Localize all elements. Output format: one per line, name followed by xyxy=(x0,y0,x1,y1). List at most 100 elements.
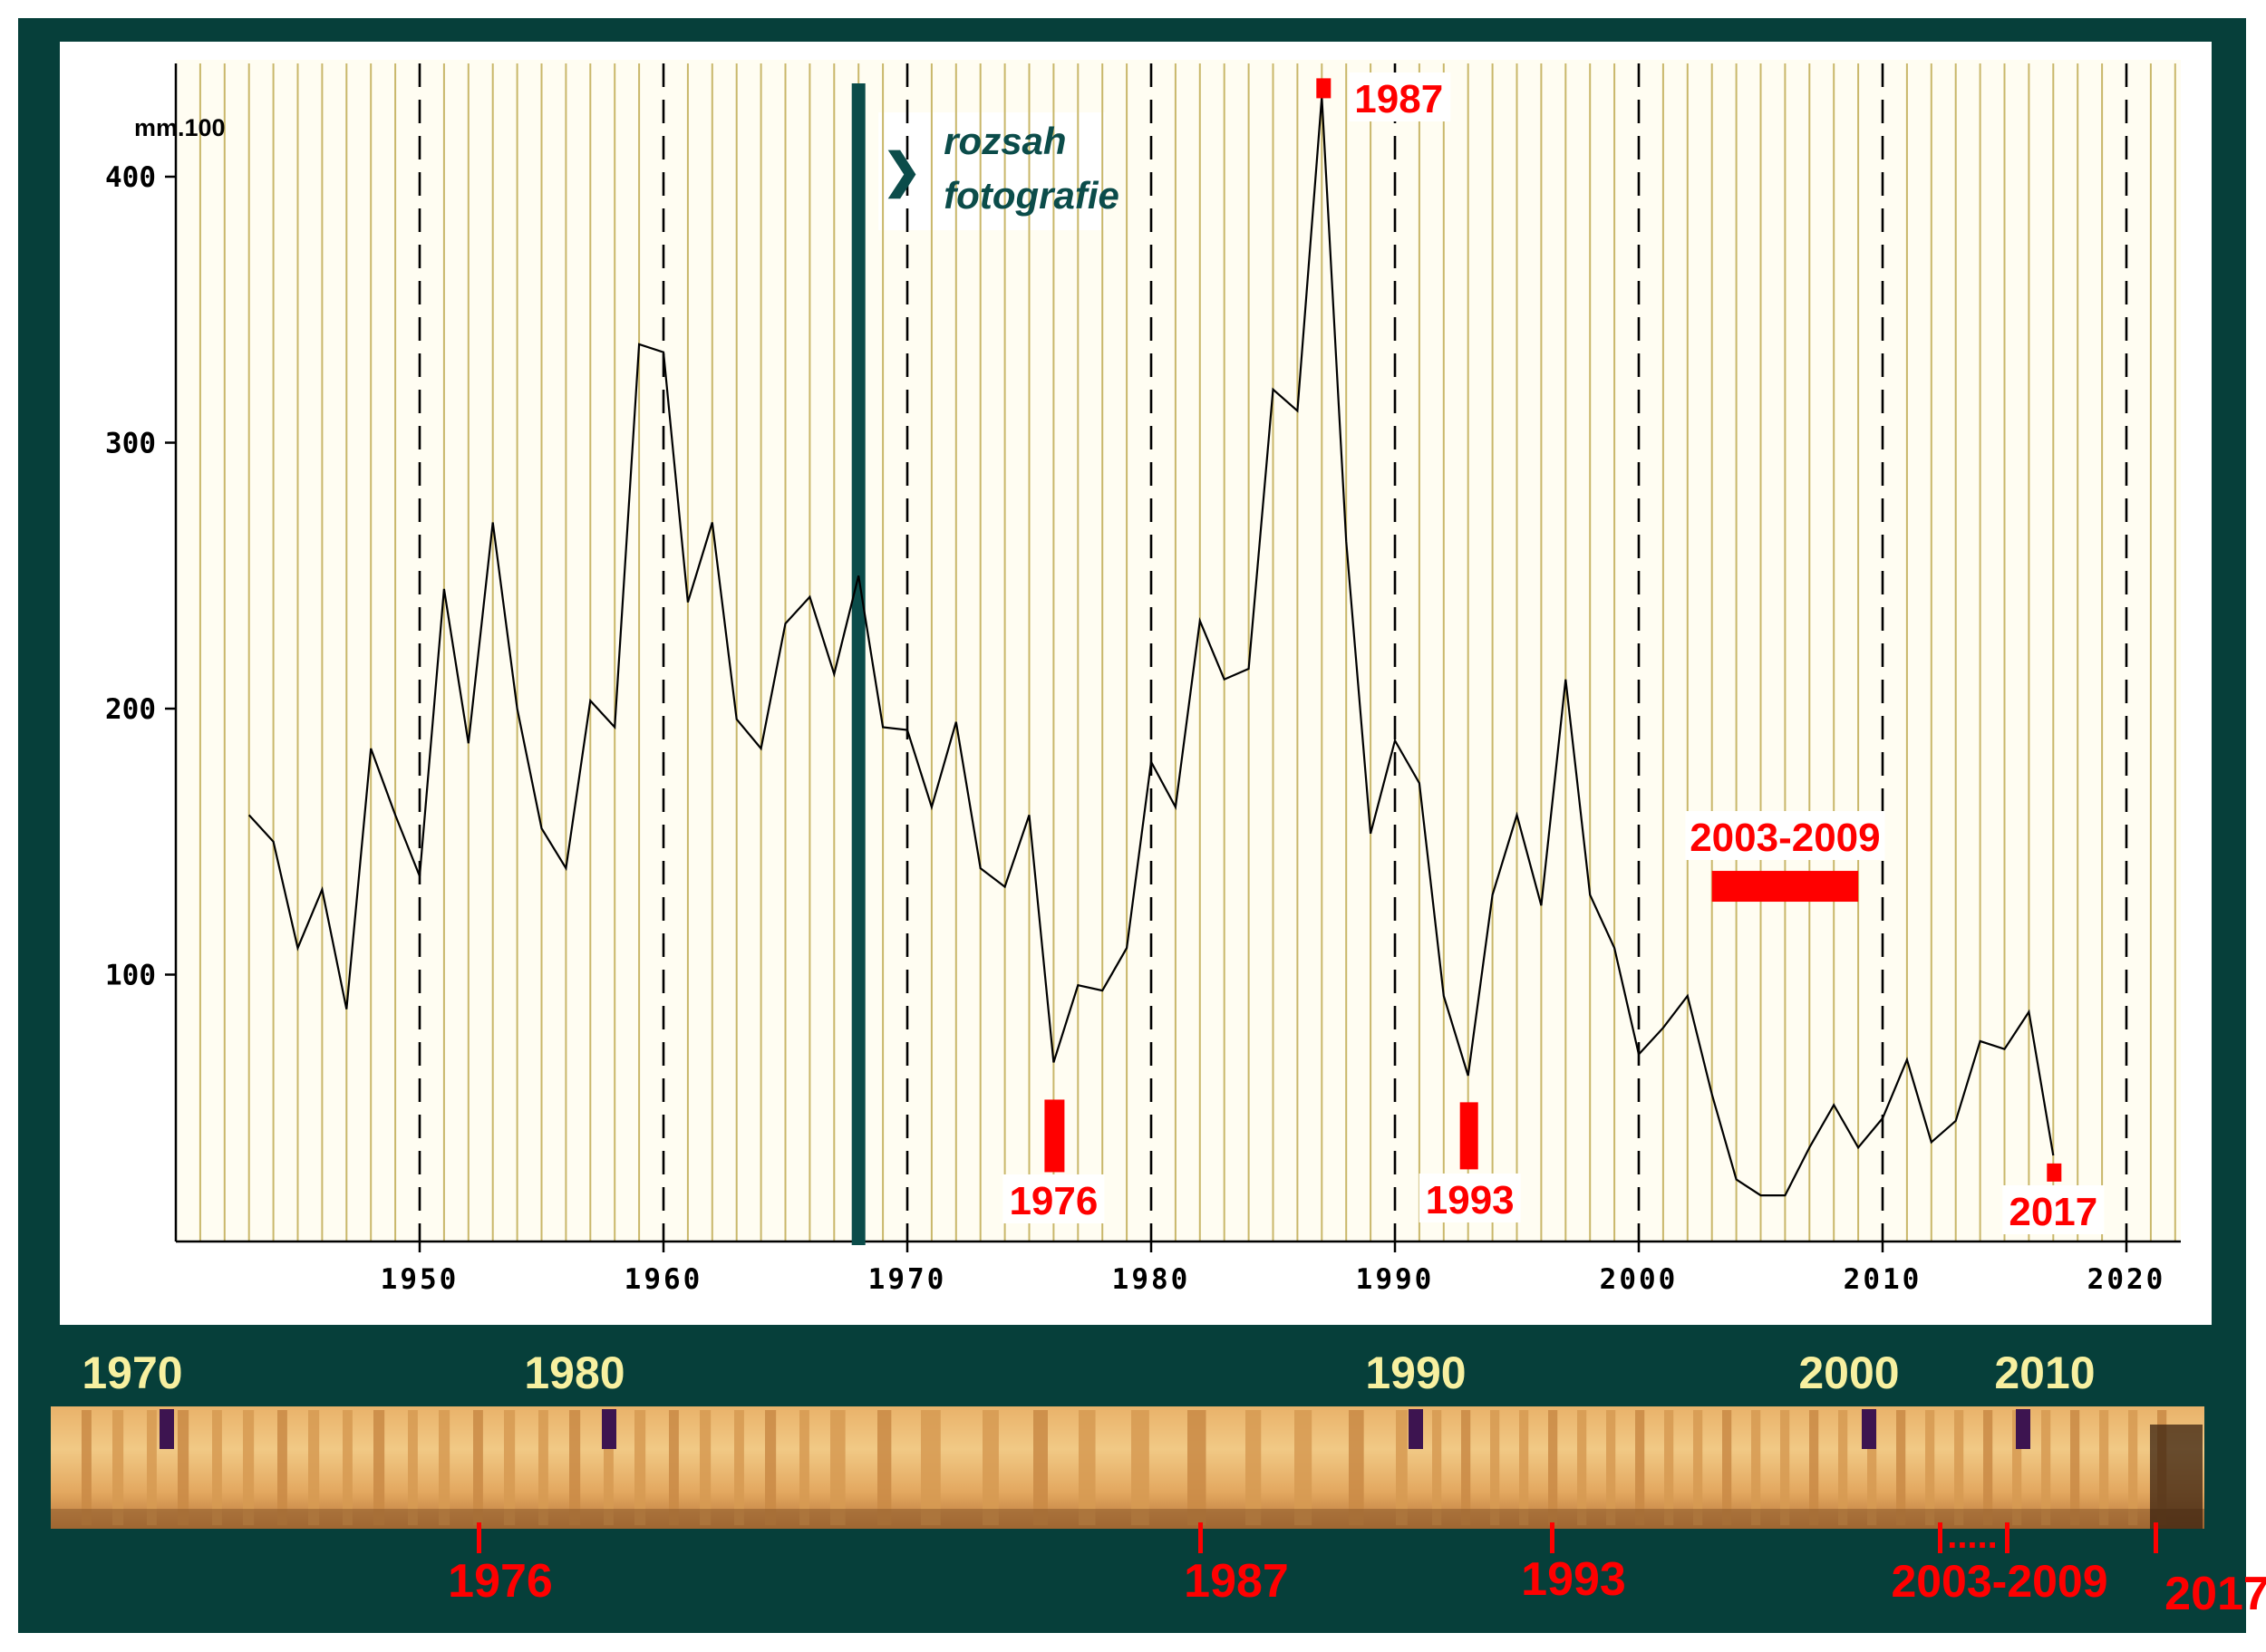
ring-band xyxy=(1490,1410,1500,1525)
marker-bar-1993 xyxy=(1459,1102,1478,1170)
ring-band xyxy=(1294,1410,1312,1525)
strip-label-2017: 2017 xyxy=(2164,1568,2266,1620)
chevron-right-icon: ❯ xyxy=(882,145,922,199)
ring-band xyxy=(473,1410,483,1525)
ring-band xyxy=(1722,1410,1732,1525)
ring-band xyxy=(1635,1410,1645,1525)
x-tick-label: 2000 xyxy=(1600,1263,1679,1296)
marker-label-box xyxy=(1685,811,1885,860)
ring-band xyxy=(734,1410,744,1525)
tree-ring-core-photo xyxy=(51,1406,2204,1529)
range-label-box xyxy=(878,112,1106,230)
ring-band xyxy=(178,1410,189,1525)
y-tick-label: 400 xyxy=(105,161,156,194)
ring-band xyxy=(669,1410,679,1525)
ring-band xyxy=(1780,1410,1790,1525)
strip-decade-tick xyxy=(2016,1409,2030,1449)
strip-event-tick xyxy=(1198,1522,1203,1553)
chart-panel: 100 200 300 400 1950 1960 1970 1980 1990 2000 201… xyxy=(60,42,2212,1325)
x-tick-label: 2010 xyxy=(1844,1263,1922,1296)
ring-band xyxy=(2099,1410,2109,1525)
strip-decade-tick xyxy=(1409,1409,1423,1449)
ring-band xyxy=(604,1410,614,1525)
ring-band xyxy=(2128,1410,2138,1525)
x-tick-label: 1950 xyxy=(381,1263,460,1296)
ring-band xyxy=(212,1410,222,1525)
strip-event-tick xyxy=(2005,1522,2009,1553)
ring-band xyxy=(2041,1410,2051,1525)
marker-label-1976: 1976 xyxy=(1009,1179,1098,1223)
strip-label-1970: 1970 xyxy=(82,1348,182,1398)
ring-band xyxy=(1187,1410,1206,1525)
ring-band xyxy=(408,1410,418,1525)
range-label-line2: fotografie xyxy=(944,174,1119,217)
strip-label-2000: 2000 xyxy=(1798,1348,1899,1398)
marker-label-box xyxy=(1419,1174,1521,1222)
ring-band xyxy=(1983,1410,1993,1525)
ring-band xyxy=(1809,1410,1819,1525)
x-tick-label: 1980 xyxy=(1112,1263,1191,1296)
ring-band xyxy=(921,1410,941,1525)
marker-label-2003-2009: 2003-2009 xyxy=(1690,816,1880,860)
ring-band xyxy=(1245,1410,1262,1525)
strip-label-1987: 1987 xyxy=(1184,1555,1289,1608)
ring-band xyxy=(1396,1410,1408,1525)
ring-band xyxy=(799,1410,809,1525)
marker-label-box xyxy=(1349,72,1451,121)
ring-band xyxy=(1606,1410,1616,1525)
y-axis-label: mm.100 xyxy=(134,114,226,141)
x-tick-label: 2020 xyxy=(2087,1263,2166,1296)
ring-band xyxy=(1838,1410,1848,1525)
ring-band xyxy=(1693,1410,1703,1525)
strip-event-tick xyxy=(1550,1522,1554,1553)
ring-band xyxy=(82,1410,92,1525)
marker-bar-2003-2009 xyxy=(1711,871,1859,903)
ring-band xyxy=(634,1410,646,1525)
ring-band xyxy=(1577,1410,1587,1525)
range-label-line1: rozsah xyxy=(944,120,1066,162)
ring-band xyxy=(112,1410,124,1525)
ring-band xyxy=(439,1410,450,1525)
bark-end xyxy=(2150,1425,2203,1529)
strip-decade-tick xyxy=(602,1409,616,1449)
series-line xyxy=(247,96,2055,1197)
y-tick-label: 300 xyxy=(105,428,156,460)
strip-event-tick xyxy=(477,1522,481,1553)
ring-band xyxy=(147,1410,157,1525)
ring-band xyxy=(765,1410,777,1525)
marker-label-box xyxy=(2002,1185,2105,1234)
ring-band xyxy=(2012,1410,2022,1525)
y-tick-label: 100 xyxy=(105,960,156,992)
marker-label-1987: 1987 xyxy=(1354,77,1443,121)
ring-band xyxy=(1664,1410,1674,1525)
ring-band xyxy=(343,1410,353,1525)
strip-label-2010: 2010 xyxy=(1994,1348,2095,1398)
ring-band xyxy=(504,1410,516,1525)
ring-width-chart: 100 200 300 400 1950 1960 1970 1980 1990 2000 201… xyxy=(105,60,2181,1296)
ring-band xyxy=(243,1410,255,1525)
strip-range-dots: ..... xyxy=(1947,1516,1998,1556)
ring-band xyxy=(1519,1410,1529,1525)
ring-band xyxy=(700,1410,712,1525)
ring-band xyxy=(308,1410,320,1525)
ring-band xyxy=(1131,1410,1149,1525)
ring-band xyxy=(1461,1410,1471,1525)
ring-band xyxy=(1925,1410,1935,1525)
y-tick-label: 200 xyxy=(105,693,156,726)
ring-band xyxy=(877,1410,892,1525)
ring-band xyxy=(1751,1410,1761,1525)
marker-bar-1987 xyxy=(1316,78,1332,99)
ring-band xyxy=(1033,1410,1048,1525)
ring-band xyxy=(1896,1410,1906,1525)
marker-bar-1976 xyxy=(1044,1099,1065,1173)
ring-band xyxy=(1954,1410,1964,1525)
ring-band xyxy=(569,1410,581,1525)
ring-band xyxy=(983,1410,999,1525)
strip-label-1980: 1980 xyxy=(524,1348,625,1398)
strip-label-1976: 1976 xyxy=(448,1555,553,1608)
ring-band xyxy=(830,1410,846,1525)
ring-band xyxy=(277,1410,287,1525)
ring-band xyxy=(1867,1410,1877,1525)
ring-band xyxy=(2070,1410,2080,1525)
